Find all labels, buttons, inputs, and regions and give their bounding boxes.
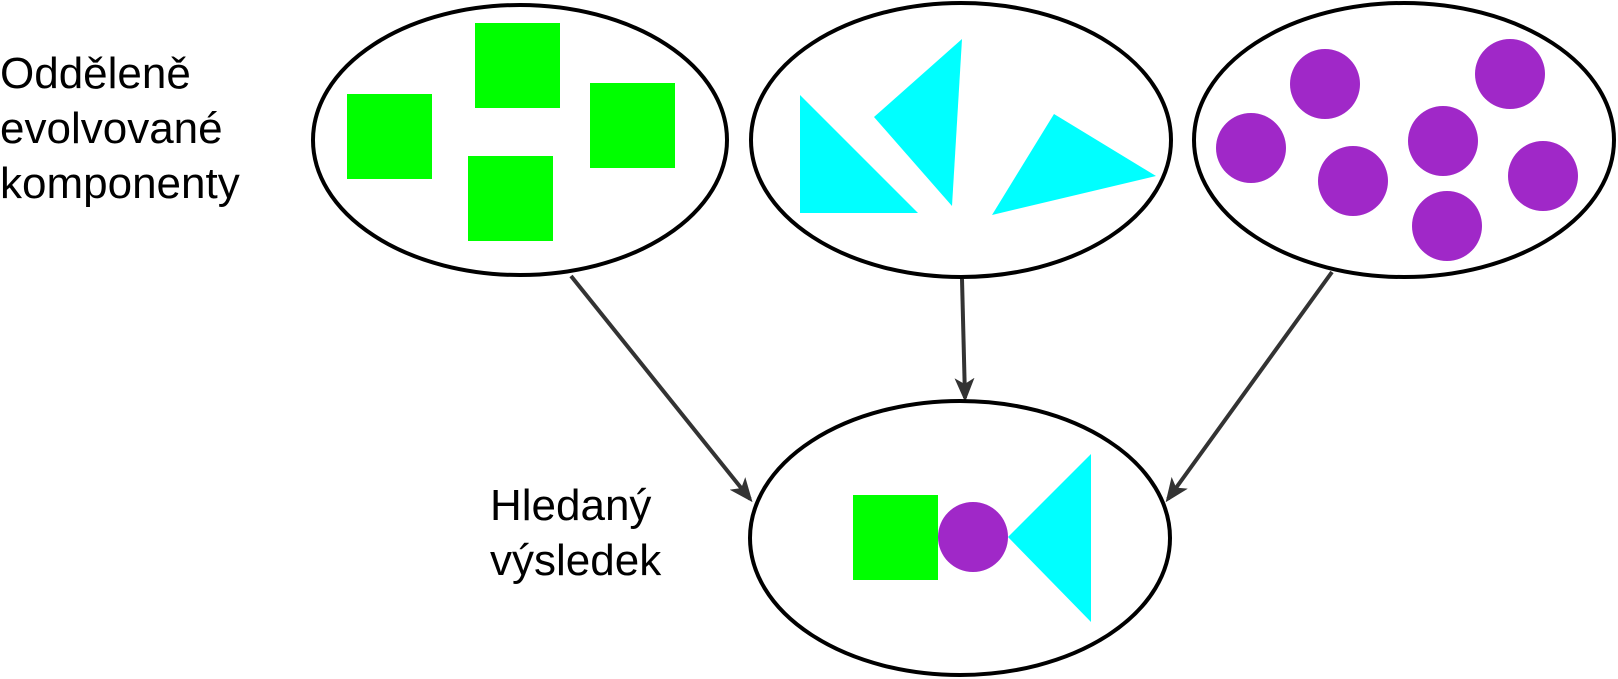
result-label-line2: výsledek [490,536,662,585]
circle-shape [1508,141,1578,211]
square-shape [590,83,675,168]
components-label-line2: evolvované [0,104,223,153]
circle-population-ellipse [1192,1,1616,279]
triangle-population-ellipse [749,1,1173,279]
square-shape [468,156,553,241]
components-label-line1: Odděleně [0,49,191,98]
triangle-shape [992,114,1156,215]
square-shape [347,94,432,179]
square-shape [475,23,560,108]
square-population-ellipse [311,3,729,277]
triangle-population [749,1,1173,279]
circle-shape [1475,39,1545,109]
circle-shape [1408,106,1478,176]
result-circle-shape [938,502,1008,572]
square-population [311,3,729,277]
result-square-shape [853,495,938,580]
circle-shape [1216,113,1286,183]
arrow-triangles-to-result [954,278,975,402]
result-triangle-shape [1008,454,1091,622]
circle-shape [1318,146,1388,216]
arrow-squares-to-result [569,274,753,503]
circle-population [1192,1,1616,279]
triangle-shape [874,39,962,206]
circle-shape [1290,49,1360,119]
triangle-shape [800,95,918,213]
arrow-circles-to-result [1165,270,1334,503]
result-label-line1: Hledaný [490,481,651,530]
result-ellipse [748,399,1172,677]
result-solution [748,399,1172,677]
circle-shape [1412,191,1482,261]
components-label-line3: komponenty [0,159,240,208]
